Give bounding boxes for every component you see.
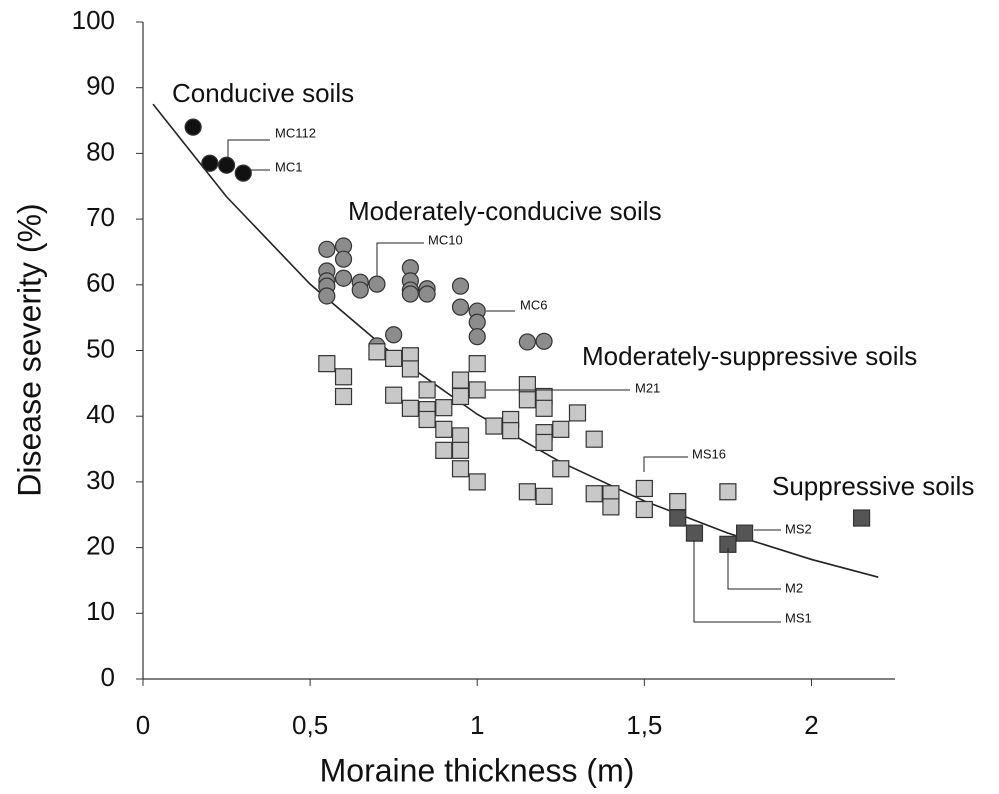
square-point xyxy=(635,479,653,498)
point-label: MC6 xyxy=(520,297,547,312)
square-point xyxy=(385,349,403,367)
circle-point xyxy=(401,285,419,303)
square-point xyxy=(485,417,503,435)
square-point xyxy=(719,483,737,501)
square-point xyxy=(468,381,486,399)
point-label: MC112 xyxy=(275,125,316,140)
square-point xyxy=(401,360,419,378)
x-axis-title: Moraine thickness (m) xyxy=(320,752,635,788)
square-point xyxy=(435,420,453,438)
square-point xyxy=(585,430,603,448)
group-label: Moderately-conducive soils xyxy=(348,196,662,226)
square-point xyxy=(535,487,553,505)
square-point xyxy=(334,368,353,386)
y-axis-title: Disease severity (%) xyxy=(11,203,47,496)
square-point xyxy=(735,524,754,542)
circle-point xyxy=(468,328,486,346)
y-tick-label: 70 xyxy=(86,202,115,232)
circle-point xyxy=(334,269,353,287)
square-point xyxy=(451,460,470,478)
point-label: M21 xyxy=(635,380,660,395)
square-point xyxy=(518,391,536,409)
circle-point xyxy=(234,164,252,182)
square-point xyxy=(535,433,553,452)
square-point xyxy=(435,399,453,417)
x-tick-label: 1,5 xyxy=(626,710,662,740)
square-point xyxy=(451,441,470,459)
square-point xyxy=(435,441,453,459)
y-tick-label: 40 xyxy=(86,399,115,429)
group-label: Suppressive soils xyxy=(772,471,974,501)
circle-point xyxy=(351,281,369,299)
group-label: Conducive soils xyxy=(172,78,354,108)
leader-line xyxy=(727,548,781,590)
point-label: MS16 xyxy=(692,446,726,461)
y-tick-label: 50 xyxy=(86,333,115,363)
circle-point xyxy=(535,332,553,350)
square-point xyxy=(451,427,470,445)
square-point xyxy=(685,524,704,542)
y-tick-label: 20 xyxy=(86,530,115,560)
circle-point xyxy=(418,285,436,303)
y-tick-label: 60 xyxy=(86,268,115,298)
square-point xyxy=(334,387,353,406)
square-point xyxy=(585,485,603,503)
circle-point xyxy=(217,156,236,174)
x-tick-label: 0 xyxy=(136,710,150,740)
square-point xyxy=(468,355,486,373)
square-point xyxy=(602,498,620,516)
circle-point xyxy=(385,326,403,344)
square-point xyxy=(318,355,336,373)
leader-line xyxy=(376,242,424,276)
square-point xyxy=(552,460,570,478)
point-label: M2 xyxy=(785,580,803,595)
circle-point xyxy=(451,298,470,316)
y-tick-label: 30 xyxy=(86,465,115,495)
square-point xyxy=(451,371,470,389)
square-point xyxy=(385,386,403,404)
square-point xyxy=(669,493,687,511)
square-point xyxy=(368,343,386,361)
circle-point xyxy=(201,154,219,172)
square-point xyxy=(635,500,653,519)
square-point xyxy=(502,422,520,440)
y-tick-label: 10 xyxy=(86,596,115,626)
circle-point xyxy=(518,333,536,351)
leader-line xyxy=(227,139,270,160)
square-point xyxy=(669,509,687,527)
square-point xyxy=(418,410,436,429)
square-point xyxy=(535,399,553,417)
square-point xyxy=(451,387,470,406)
point-label: MC10 xyxy=(428,232,463,247)
y-tick-label: 90 xyxy=(86,71,115,101)
point-label: MS2 xyxy=(785,521,812,536)
square-point xyxy=(852,509,871,527)
x-tick-label: 2 xyxy=(804,710,818,740)
circle-point xyxy=(318,287,336,305)
circle-point xyxy=(184,118,202,136)
square-point xyxy=(568,404,587,422)
circle-point xyxy=(368,275,386,293)
leader-line xyxy=(643,456,688,472)
square-point xyxy=(468,473,486,491)
x-tick-label: 1 xyxy=(470,710,484,740)
circle-point xyxy=(451,277,470,295)
y-tick-label: 80 xyxy=(86,136,115,166)
y-tick-label: 0 xyxy=(101,662,115,692)
x-tick-label: 0,5 xyxy=(292,710,328,740)
circle-point xyxy=(468,313,486,331)
group-label: Moderately-suppressive soils xyxy=(582,341,917,371)
point-label: MC1 xyxy=(275,159,302,174)
square-point xyxy=(518,483,536,501)
leader-line xyxy=(693,540,781,623)
square-point xyxy=(418,381,436,399)
square-point xyxy=(401,399,419,417)
y-tick-label: 100 xyxy=(72,5,115,35)
circle-point xyxy=(318,240,336,258)
square-point xyxy=(552,420,570,438)
point-label: MS1 xyxy=(785,610,812,625)
circle-point xyxy=(334,250,353,268)
